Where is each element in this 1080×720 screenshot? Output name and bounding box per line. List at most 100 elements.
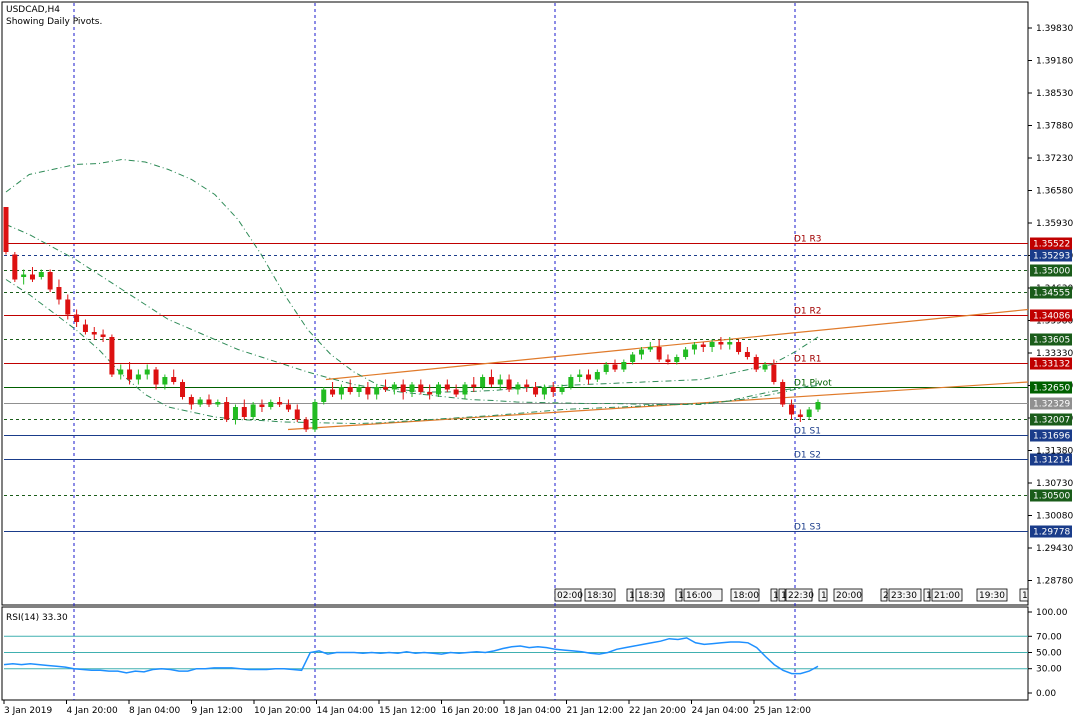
candle-body-3 — [29, 274, 35, 280]
candle-86 — [762, 362, 768, 372]
candle-92 — [815, 399, 821, 412]
session-text-2: 1 — [629, 591, 635, 601]
candle-84 — [744, 347, 750, 360]
candle-24 — [215, 399, 221, 407]
session-text-9: 22:30 — [788, 591, 814, 601]
y-tick-label-1: 1.39180 — [1036, 57, 1073, 67]
candle-body-92 — [815, 402, 821, 410]
rsi-tick-label-1: 70.00 — [1036, 632, 1062, 642]
session-box-13 — [888, 588, 922, 602]
candle-body-51 — [453, 389, 459, 395]
candle-29 — [259, 399, 265, 412]
candle-body-71 — [630, 354, 636, 362]
candle-body-40 — [356, 387, 362, 392]
candle-28 — [250, 402, 256, 420]
candle-body-8 — [74, 314, 80, 322]
price-axis: 1.39830 1.39180 1.38530 1.37880 1.37230 1.365… — [1028, 24, 1073, 587]
candle-body-66 — [586, 374, 592, 380]
candle-body-44 — [391, 384, 397, 390]
candle-54 — [480, 374, 486, 390]
session-box-3 — [635, 588, 665, 602]
candle-body-52 — [462, 384, 468, 395]
price-box-text-12: 1.30500 — [1033, 492, 1070, 502]
price-box-13: 1.29778 — [1030, 525, 1072, 538]
candle-body-61 — [541, 387, 547, 395]
candle-body-76 — [674, 357, 680, 362]
candle-77 — [683, 347, 689, 360]
session-text-13: 23:30 — [891, 591, 917, 601]
candle-60 — [533, 382, 539, 397]
session-box-17 — [1019, 588, 1029, 602]
candle-body-19 — [171, 377, 177, 382]
session-label-5: 16:00 — [683, 588, 723, 602]
candle-14 — [127, 362, 133, 385]
candle-body-84 — [744, 352, 750, 357]
candle-body-90 — [797, 414, 803, 417]
candle-1 — [12, 252, 18, 282]
price-box-bg-3 — [1030, 286, 1072, 299]
y-tick-label-16: 1.29430 — [1036, 544, 1073, 554]
candle-49 — [435, 382, 441, 397]
candle-82 — [727, 337, 733, 350]
rsi-line — [3, 637, 819, 675]
price-box-bg-1 — [1030, 249, 1072, 262]
candle-body-67 — [594, 372, 600, 380]
candle-body-87 — [771, 364, 777, 382]
candle-body-46 — [409, 384, 415, 392]
candle-body-42 — [374, 387, 380, 395]
candle-body-48 — [427, 392, 433, 395]
rsi-tick-label-0: 100.00 — [1036, 608, 1068, 618]
session-text-14: 1 — [926, 591, 932, 601]
channel-lower-line — [287, 381, 1029, 431]
price-box-0: 1.35522 — [1030, 237, 1072, 250]
candle-body-4 — [38, 272, 44, 277]
price-box-bg-8 — [1030, 397, 1072, 410]
price-box-6: 1.33132 — [1030, 357, 1072, 370]
candle-80 — [709, 339, 715, 352]
candle-90 — [797, 409, 803, 422]
candle-91 — [806, 407, 812, 420]
candle-body-15 — [135, 374, 141, 380]
price-box-bg-0 — [1030, 237, 1072, 250]
candle-31 — [277, 397, 283, 407]
candle-70 — [621, 359, 627, 372]
price-box-bg-7 — [1030, 381, 1072, 394]
price-box-8: 1.32329 — [1030, 397, 1072, 410]
price-box-12: 1.30500 — [1030, 489, 1072, 502]
pivot-level-label-10: D1 S1 — [794, 427, 821, 437]
x-tick-label-5: 14 Jan 04:00 — [317, 706, 374, 716]
pivot-level-label-6: D1 R1 — [794, 355, 822, 365]
y-tick-label-2: 1.38530 — [1036, 89, 1073, 99]
price-box-bg-6 — [1030, 357, 1072, 370]
candle-34 — [303, 417, 309, 432]
price-box-1: 1.35293 — [1030, 249, 1072, 262]
session-label-8: 1 — [778, 588, 787, 602]
pivot-level-label-7: D1 Pivot — [794, 379, 832, 389]
price-box-bg-10 — [1030, 429, 1072, 442]
candle-body-11 — [100, 334, 106, 337]
candle-body-41 — [365, 387, 371, 395]
candle-body-86 — [762, 364, 768, 370]
session-label-strip: 02:00 18:30 1 18:30 1 16:00 18:00 1 1 22:30 1 20:00… — [554, 588, 1029, 602]
candle-45 — [400, 379, 406, 400]
candle-body-9 — [82, 324, 88, 332]
candle-26 — [232, 404, 238, 425]
candle-body-32 — [285, 404, 291, 410]
price-box-text-9: 1.32007 — [1033, 416, 1070, 426]
session-label-0: 02:00 — [554, 588, 583, 602]
candle-69 — [612, 359, 618, 372]
candle-79 — [700, 342, 706, 352]
candle-body-60 — [533, 387, 539, 395]
candle-42 — [374, 384, 380, 400]
candle-89 — [789, 399, 795, 420]
price-box-bg-2 — [1030, 264, 1072, 277]
candle-11 — [100, 329, 106, 342]
x-tick-label-7: 16 Jan 20:00 — [442, 706, 499, 716]
candle-body-55 — [488, 377, 494, 385]
candle-66 — [586, 369, 592, 385]
session-label-3: 18:30 — [635, 588, 665, 602]
session-label-13: 23:30 — [888, 588, 922, 602]
x-tick-label-0: 3 Jan 2019 — [4, 706, 52, 716]
session-label-9: 22:30 — [785, 588, 814, 602]
candle-52 — [462, 382, 468, 400]
